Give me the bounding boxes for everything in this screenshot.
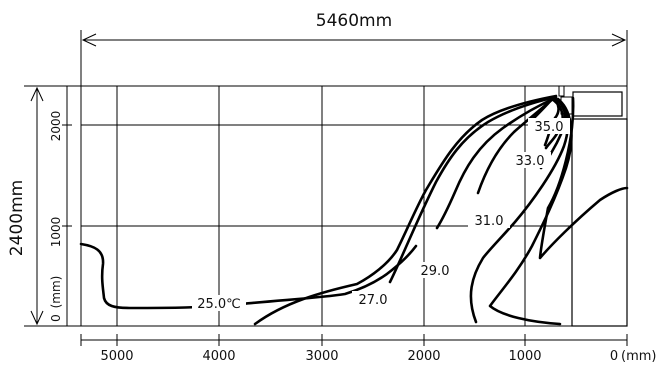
isotherm-27	[253, 94, 558, 326]
outlet-box-body	[571, 118, 628, 327]
label-bg-31	[468, 212, 510, 228]
y-tick-label-1000: 1000	[49, 217, 63, 248]
isotherm-29	[388, 95, 573, 326]
y-tick-label-0: 0	[49, 314, 63, 322]
label-bg-29	[414, 262, 456, 278]
width-arrow-right	[611, 33, 627, 47]
x-axis: 5000 4000 3000 2000 1000 0 (mm)	[80, 334, 656, 364]
isotherm-label-33: 33.0	[516, 154, 545, 169]
outlet-nozzle-upper	[558, 85, 565, 97]
y-axis-unit: (mm)	[49, 276, 63, 309]
width-label: 5460mm	[316, 11, 392, 31]
x-tick-label-5000: 5000	[100, 349, 133, 364]
label-bg-25	[192, 295, 246, 311]
x-tick-label-3000: 3000	[305, 349, 338, 364]
outlet-unit	[558, 85, 628, 327]
label-bg-27	[352, 291, 394, 307]
label-bg-35	[528, 118, 570, 134]
x-tick-label-1000: 1000	[508, 349, 541, 364]
height-dimension: 2400mm	[7, 85, 81, 327]
isotherm-label-27: 27.0	[359, 293, 388, 308]
isotherm-label-25: 25.0℃	[197, 297, 241, 312]
x-tick-label-0: 0	[610, 349, 618, 364]
y-tick-label-2000: 2000	[49, 111, 63, 142]
y-axis: 2000 1000 0 (mm)	[49, 85, 72, 327]
height-arrow-bottom	[30, 310, 44, 326]
isotherm-33	[476, 96, 567, 195]
width-arrow-left	[81, 33, 97, 47]
x-axis-unit: (mm)	[621, 349, 656, 364]
isotherm-inner-tail	[538, 96, 629, 260]
outlet-box-top	[572, 91, 623, 117]
x-tick-label-4000: 4000	[202, 349, 235, 364]
width-dimension: 5460mm	[80, 11, 628, 86]
height-label: 2400mm	[7, 180, 27, 256]
isotherm-label-35: 35.0	[535, 120, 564, 135]
isotherm-label-29: 29.0	[421, 264, 450, 279]
isotherm-label-31: 31.0	[475, 214, 504, 229]
label-bg-33	[509, 152, 551, 168]
isotherm-labels: 35.0 33.0 31.0 29.0 27.0 25.0℃	[192, 118, 570, 312]
height-arrow-top	[30, 86, 44, 102]
x-tick-label-2000: 2000	[407, 349, 440, 364]
